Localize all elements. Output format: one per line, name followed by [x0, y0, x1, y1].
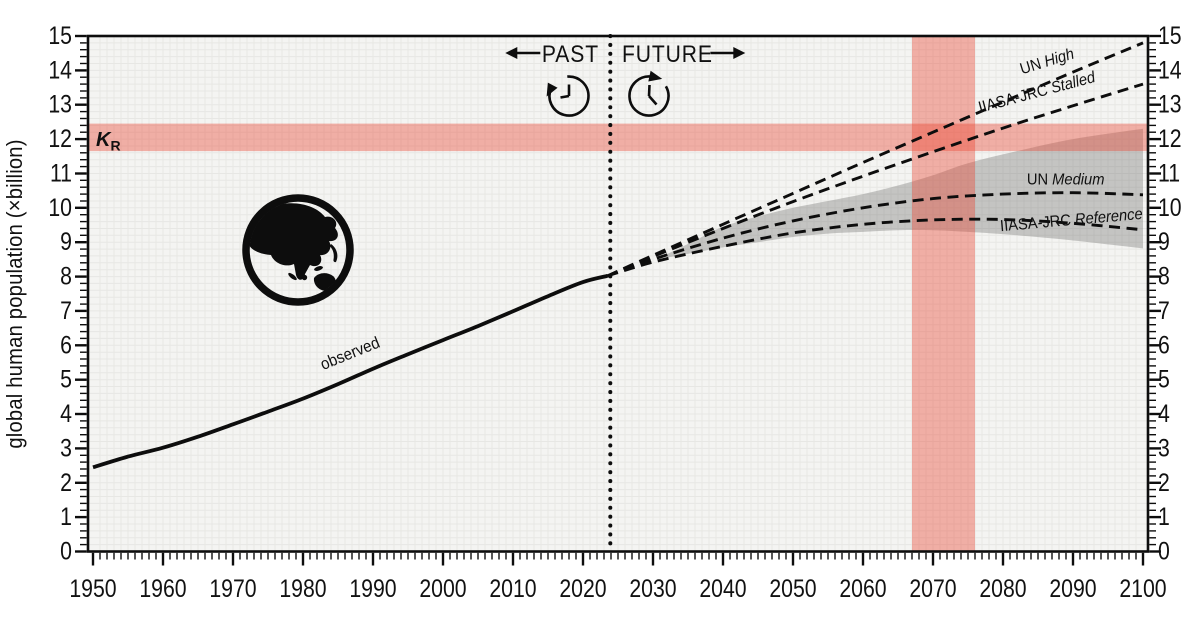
y-tick-label-right-3: 3	[1158, 434, 1170, 462]
clock-hand	[560, 94, 570, 99]
y-tick-label-right-6: 6	[1158, 331, 1170, 359]
japan-landmass	[329, 244, 338, 263]
x-tick-label-2070: 2070	[909, 574, 956, 602]
x-tick-label-1980: 1980	[279, 574, 326, 602]
future-arrowhead-icon	[733, 47, 746, 59]
clock-arrowhead	[648, 70, 663, 82]
past-label: PAST	[542, 41, 599, 68]
x-tick-label-2080: 2080	[979, 574, 1026, 602]
x-tick-label-1960: 1960	[139, 574, 186, 602]
x-tick-label-2060: 2060	[839, 574, 886, 602]
y-tick-label-left-9: 9	[60, 228, 72, 256]
carrying-capacity-label: KR	[96, 129, 121, 154]
clock-arc	[548, 75, 590, 117]
un-medium-label: UN Medium	[1027, 171, 1105, 189]
x-tick-label-2030: 2030	[629, 574, 676, 602]
earth-globe-icon	[242, 194, 354, 306]
island	[288, 272, 297, 281]
kr-symbol: K	[96, 129, 112, 151]
y-tick-label-right-7: 7	[1158, 296, 1170, 324]
x-tick-label-2000: 2000	[419, 574, 466, 602]
clock-hand	[648, 95, 658, 106]
x-tick-label-2090: 2090	[1049, 574, 1096, 602]
x-axis-labels: 1950 1960 1970 1980 1990 2000 2010 2020 2030 2040…	[69, 574, 1166, 602]
y-tick-label-right-2: 2	[1158, 468, 1170, 496]
y-axis-ticks	[75, 34, 1161, 553]
y-tick-label-left-6: 6	[60, 331, 72, 359]
asia-landmass	[249, 203, 338, 280]
clock-hand	[647, 84, 651, 97]
un-medium-line	[606, 191, 1144, 278]
iiasa-jrc-stalled-line	[606, 82, 1144, 278]
y-axis-title: global human population (×billion)	[3, 139, 27, 448]
carrying-capacity-band	[88, 123, 1148, 152]
y-tick-label-right-5: 5	[1158, 365, 1170, 393]
grid	[88, 36, 1148, 552]
y-tick-label-right-8: 8	[1158, 262, 1170, 290]
y-tick-label-right-0: 0	[1158, 537, 1170, 565]
clock-arrowhead	[546, 82, 558, 97]
iiasa-jrc-reference-line	[607, 217, 1144, 278]
y-tick-label-left-8: 8	[60, 262, 72, 290]
future-clock-icon	[628, 70, 670, 117]
kr-subscript: R	[110, 138, 120, 154]
y-tick-label-right-11: 11	[1158, 159, 1180, 187]
y-tick-label-right-9: 9	[1158, 228, 1170, 256]
future-label: FUTURE	[622, 41, 713, 68]
un-medium-label-text: UN	[1027, 171, 1052, 189]
y-tick-label-right-10: 10	[1158, 193, 1182, 221]
y-tick-label-right-4: 4	[1158, 399, 1170, 427]
y-tick-label-right-1: 1	[1158, 502, 1170, 530]
y-tick-label-right-13: 13	[1158, 90, 1182, 118]
iiasa-jrc-reference-label-scenario-text: Reference	[1074, 205, 1143, 229]
past-clock-icon	[546, 75, 590, 117]
x-tick-label-2020: 2020	[559, 574, 606, 602]
clock-arc	[628, 75, 670, 117]
y-tick-label-left-11: 11	[50, 159, 72, 187]
y-tick-label-left-12: 12	[48, 124, 72, 152]
x-tick-label-1970: 1970	[209, 574, 256, 602]
x-tick-label-2010: 2010	[489, 574, 536, 602]
y-tick-label-left-14: 14	[48, 56, 72, 84]
y-tick-label-left-1: 1	[60, 502, 72, 530]
y-tick-label-left-0: 0	[60, 537, 72, 565]
x-tick-label-2100: 2100	[1119, 574, 1166, 602]
y-tick-label-left-2: 2	[60, 468, 72, 496]
x-tick-label-1950: 1950	[69, 574, 116, 602]
plot-border	[86, 34, 1150, 553]
island	[301, 274, 308, 281]
y-tick-label-left-3: 3	[60, 434, 72, 462]
peak-timing-band	[912, 36, 975, 552]
x-axis-ticks	[91, 552, 1145, 566]
y-tick-label-right-12: 12	[1158, 124, 1182, 152]
y-tick-label-right-15: 15	[1158, 21, 1182, 49]
y-tick-label-left-5: 5	[60, 365, 72, 393]
island	[314, 266, 323, 271]
observed-line	[92, 274, 608, 470]
uncertainty-band	[667, 128, 1143, 258]
un-medium-label-scenario-text: Medium	[1052, 171, 1105, 189]
timeline-annotation	[505, 47, 746, 59]
x-tick-label-2050: 2050	[769, 574, 816, 602]
x-tick-label-2040: 2040	[699, 574, 746, 602]
x-tick-label-1990: 1990	[349, 574, 396, 602]
y-tick-label-left-15: 15	[48, 21, 72, 49]
y-tick-label-left-7: 7	[60, 296, 72, 324]
un-high-line	[606, 41, 1144, 278]
globe-ring	[242, 194, 354, 306]
y-tick-label-left-4: 4	[60, 399, 72, 427]
y-tick-label-right-14: 14	[1158, 56, 1182, 84]
past-arrowhead-icon	[505, 47, 518, 59]
y-tick-label-left-13: 13	[48, 90, 72, 118]
y-tick-label-left-10: 10	[48, 193, 72, 221]
